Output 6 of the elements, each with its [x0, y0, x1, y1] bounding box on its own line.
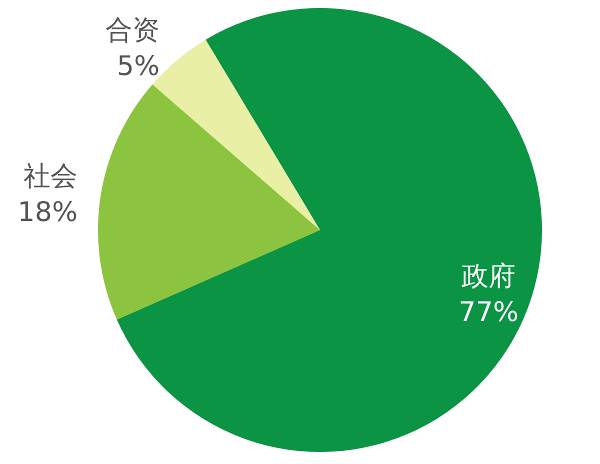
data-label: 5%: [116, 50, 160, 82]
data-label: 18%: [18, 197, 78, 228]
slice-label: 政府: [462, 260, 516, 292]
data-label: 77%: [458, 296, 519, 328]
slice-label: 合资: [106, 14, 160, 46]
slice-label: 社会: [24, 161, 78, 192]
